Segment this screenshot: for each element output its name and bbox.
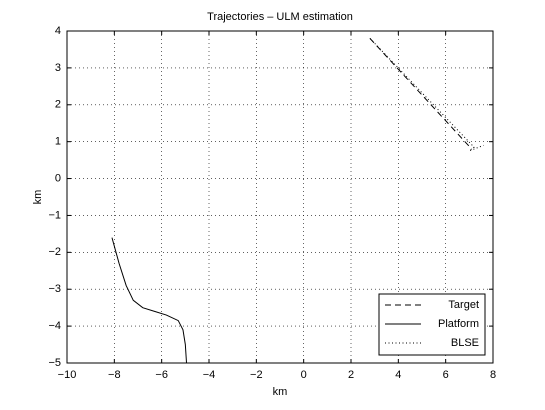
y-tick-label: −1 [48,209,61,221]
x-axis-label: km [273,386,288,398]
chart-title: Trajectories – ULM estimation [207,11,353,23]
x-tick-label: 8 [490,369,496,381]
x-tick-label: −8 [108,369,121,381]
y-tick-label: −3 [48,283,61,295]
series-line [111,237,188,364]
plot-frame [66,30,494,364]
x-tick-label: 4 [395,369,401,381]
legend-label: Platform [438,318,479,330]
x-tick-label: 6 [443,369,449,381]
legend-label: BLSE [451,337,479,349]
y-tick-label: −2 [48,246,61,258]
x-tick-label: −6 [155,369,168,381]
x-tick-label: −2 [250,369,263,381]
y-tick-label: −5 [48,357,61,369]
x-tick-label: −10 [58,369,77,381]
y-tick-label: 3 [55,62,61,74]
y-tick-label: 1 [55,136,61,148]
x-tick-label: 0 [301,369,307,381]
x-tick-label: 2 [348,369,354,381]
legend-label: Target [448,299,479,311]
y-tick-label: 4 [55,25,61,37]
y-tick-label: 0 [55,172,61,184]
y-axis-label: km [32,190,44,205]
y-tick-label: 2 [55,99,61,111]
x-tick-label: −4 [203,369,216,381]
y-tick-label: −4 [48,320,61,332]
